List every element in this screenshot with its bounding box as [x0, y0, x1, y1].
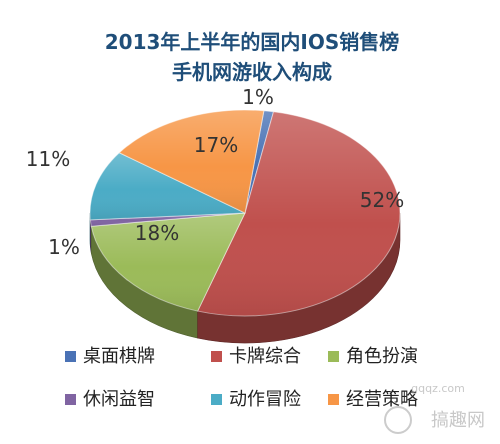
chart-subtitle: 手机网游收入构成	[172, 60, 332, 84]
watermark: gqqz.com 搞趣网	[384, 382, 485, 434]
data-label-1: 1%	[242, 85, 274, 109]
data-label-6: 17%	[194, 133, 238, 157]
data-label-4: 1%	[48, 235, 80, 259]
legend-item-2: 卡牌综合	[211, 346, 301, 367]
legend-item-5: 动作冒险	[211, 389, 301, 410]
pie-slice-highlight-2	[197, 111, 400, 316]
legend-swatch-6	[328, 394, 339, 405]
legend-label-3: 角色扮演	[346, 346, 418, 367]
legend-item-6: 经营策略	[328, 389, 418, 410]
legend-swatch-4	[65, 394, 76, 405]
legend-label-4: 休闲益智	[83, 389, 155, 410]
data-label-3: 18%	[135, 221, 179, 245]
legend-swatch-1	[65, 351, 76, 362]
legend-swatch-2	[211, 351, 222, 362]
legend-item-4: 休闲益智	[65, 389, 155, 410]
pie-data-labels: 1% 52% 18% 1% 11% 17%	[26, 85, 404, 259]
pie-slices	[89, 109, 401, 344]
pie-slice-highlight-4	[90, 213, 245, 227]
legend-item-3: 角色扮演	[328, 346, 418, 367]
legend-swatch-3	[328, 351, 339, 362]
legend-label-6: 经营策略	[346, 389, 418, 410]
legend-label-2: 卡牌综合	[229, 346, 301, 367]
watermark-logo-icon	[384, 406, 412, 434]
data-label-5: 11%	[26, 147, 70, 171]
pie-slice-highlight-5	[89, 152, 245, 220]
legend-item-1: 桌面棋牌	[65, 346, 155, 367]
chart-title: 2013年上半年的国内IOS销售榜	[105, 30, 400, 54]
pie-slice-highlight-3	[91, 213, 245, 312]
pie-slice-highlight-6	[119, 110, 264, 213]
watermark-site-name: 搞趣网	[431, 410, 485, 431]
legend-label-5: 动作冒险	[229, 389, 301, 410]
data-label-2: 52%	[360, 188, 404, 212]
watermark-url: gqqz.com	[411, 382, 465, 395]
legend-swatch-5	[211, 394, 222, 405]
legend-label-1: 桌面棋牌	[83, 346, 155, 367]
